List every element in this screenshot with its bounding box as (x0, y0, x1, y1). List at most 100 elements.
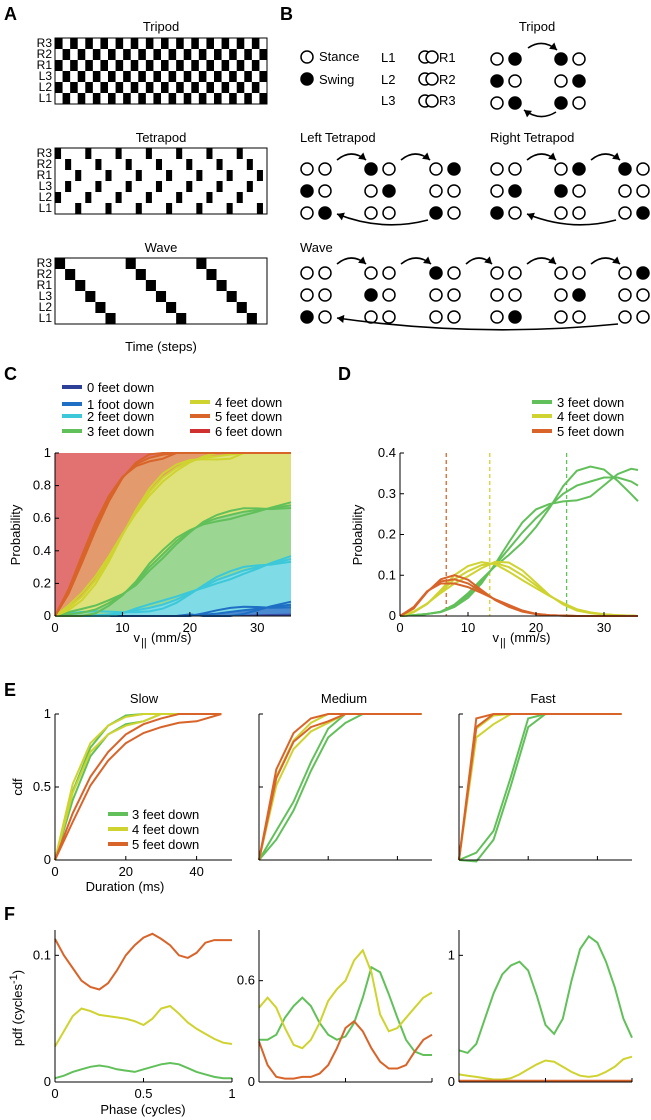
tetrapod-swing-cell (226, 170, 233, 181)
line-3-feet-down (54, 504, 292, 617)
y-tick-label: 0.2 (33, 575, 51, 590)
tripod-b-right (572, 96, 586, 110)
arrow-wave-0-head (358, 256, 366, 264)
tetrapod-swing-cell (256, 203, 263, 214)
ylabel-c: Probability (8, 504, 23, 565)
tripod-swing-cell (168, 49, 177, 60)
cdf-4-feet-down (458, 713, 622, 861)
ltet-b-left (364, 162, 378, 176)
legend-e-5: 5 feet down (132, 837, 199, 852)
tetrapod-swing-cell (196, 170, 203, 181)
tetrapod-swing-cell (246, 159, 253, 170)
tripod-swing-cell (244, 71, 252, 82)
tripod-swing-cell (77, 49, 86, 60)
tripod-swing-cell (108, 71, 116, 82)
tripod-b-right (572, 52, 586, 66)
wave-0-left (300, 266, 314, 280)
rtet-c-left (618, 206, 632, 220)
wave-4-left (554, 310, 568, 324)
tetrapod-swing-cell (256, 170, 263, 181)
tetrapod-swing-cell (216, 159, 223, 170)
cdf-5-feet-down (54, 713, 222, 861)
tripod-swing-cell (229, 49, 237, 60)
tetrapod-swing-cell (95, 159, 102, 170)
tetrapod-swing-cell (105, 170, 112, 181)
leg-circle-right-3 (425, 94, 439, 108)
panel-label-f: F (4, 904, 15, 924)
arrow-ltet-2-head (422, 152, 430, 160)
wave-4-right (572, 310, 586, 324)
wave-1-right (382, 288, 396, 302)
tripod-a-right (508, 52, 522, 66)
tripod-swing-cell (153, 49, 161, 60)
y-tick-label: 0.2 (378, 527, 396, 542)
wave-5-left (618, 310, 632, 324)
y-tick-label: 0.6 (237, 973, 255, 988)
tetrapod-swing-cell (115, 148, 122, 159)
tripod-swing-cell (229, 71, 237, 82)
y-tick-label: 1 (44, 445, 51, 460)
leg-label-l2: L2 (381, 72, 395, 87)
arrow-ltet-back-head (337, 212, 345, 221)
wave-0-left (300, 310, 314, 324)
y-tick-label: 0 (248, 1074, 255, 1089)
wave-3-left (490, 266, 504, 280)
row-label-l3: L3 (39, 289, 53, 303)
wave-swing-cell (155, 291, 167, 302)
tetrapod-swing-cell (65, 181, 72, 192)
rtet-c-left (618, 162, 632, 176)
wave-5-right (636, 266, 650, 280)
tripod-swing-cell (62, 93, 71, 104)
wave-4-left (554, 266, 568, 280)
panel-label-d: D (338, 364, 351, 384)
rtet-b-left (554, 162, 568, 176)
leg-label-r3: R3 (439, 93, 456, 108)
wave-0-right (318, 288, 332, 302)
row-label-r1: R1 (37, 278, 53, 292)
rtet-c-right (636, 162, 650, 176)
tripod-swing-cell (55, 38, 63, 49)
tetrapod-swing-cell (55, 192, 62, 203)
pdf-4-feet-down (458, 1055, 633, 1081)
y-tick-label: 0.5 (33, 779, 51, 794)
rtet-a-right (508, 184, 522, 198)
wave-0-right (318, 310, 332, 324)
wave-2-left (429, 310, 443, 324)
ltet-a-left (300, 162, 314, 176)
cdf-5-feet-down (258, 713, 422, 861)
tripod-swing-cell (244, 49, 252, 60)
tripod-swing-cell (145, 38, 154, 49)
leg-circle-right-1 (425, 50, 439, 64)
tripod-swing-cell (176, 38, 184, 49)
tetrapod-swing-cell (216, 181, 223, 192)
tetrapod-swing-cell (236, 148, 243, 159)
tripod-swing-cell (221, 38, 230, 49)
row-label-l1: L1 (39, 201, 53, 215)
x-tick-label: 1 (228, 1086, 235, 1101)
pdf-4-feet-down (258, 948, 433, 1050)
tripod-swing-cell (123, 71, 131, 82)
tetrapod-swing-cell (176, 192, 183, 203)
wave-3-right (508, 288, 522, 302)
title-e-medium: Medium (321, 691, 367, 706)
x-tick-label: 10 (115, 620, 129, 635)
pdf-3-feet-down (458, 934, 633, 1055)
wave-swing-cell (196, 258, 207, 269)
tripod-swing-cell (236, 60, 245, 71)
line-3-feet-down (54, 507, 292, 617)
legend-c-0: 0 feet down (87, 380, 154, 395)
tripod-swing-cell (183, 49, 192, 60)
tripod-swing-cell (85, 38, 93, 49)
tripod-swing-cell (214, 71, 222, 82)
leg-label-l1: L1 (381, 50, 395, 65)
pdf-4-feet-down (54, 1004, 233, 1048)
tripod-swing-cell (161, 38, 169, 49)
wave-0-left (300, 288, 314, 302)
tetrapod-swing-cell (155, 159, 163, 170)
tripod-swing-cell (108, 93, 116, 104)
wave-5-right (636, 288, 650, 302)
legend-d-3: 3 feet down (557, 395, 624, 410)
wave-1-right (382, 310, 396, 324)
tripod-a-left (490, 96, 504, 110)
ylabel-d: Probability (350, 504, 365, 565)
